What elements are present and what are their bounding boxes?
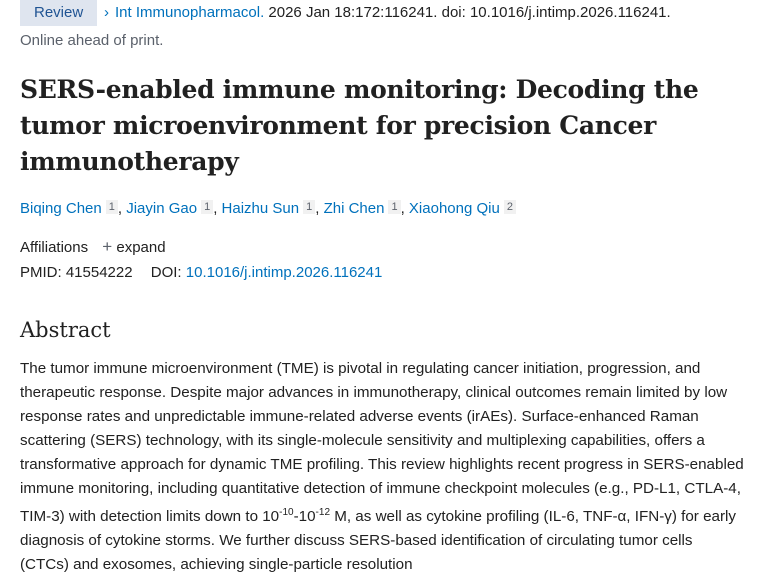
review-badge: Review [20, 0, 98, 26]
affiliations-toggle[interactable]: Affiliations + expand [20, 237, 166, 257]
exponent: -12 [315, 507, 330, 518]
abstract-heading: Abstract [20, 318, 111, 342]
affiliation-ref[interactable]: 1 [201, 200, 214, 214]
citation: › Int Immunopharmacol. 2026 Jan 18:172:11… [104, 4, 671, 21]
affiliation-ref[interactable]: 2 [503, 200, 516, 214]
expand-label[interactable]: expand [116, 239, 166, 256]
pmid-value: 41554222 [65, 264, 133, 281]
author-link[interactable]: Jiayin Gao [126, 200, 198, 217]
affiliations-label: Affiliations [20, 239, 89, 256]
author-link[interactable]: Zhi Chen [323, 200, 385, 217]
citation-details: 2026 Jan 18:172:116241. doi: 10.1016/j.i… [264, 4, 671, 21]
abstract-text: The tumor immune microenvironment (TME) … [20, 357, 744, 577]
author-link[interactable]: Biqing Chen [20, 200, 102, 217]
exponent: -10 [279, 507, 294, 518]
abstract-part: The tumor immune microenvironment (TME) … [20, 360, 744, 526]
chevron-right-icon: › [104, 4, 109, 21]
article-title: SERS-enabled immune monitoring: Decoding… [20, 75, 699, 176]
identifiers: PMID: 41554222 DOI: 10.1016/j.intimp.202… [20, 264, 382, 281]
plus-icon: + [102, 237, 113, 256]
abstract-part: -10 [293, 508, 316, 526]
author-list: Biqing Chen 1, Jiayin Gao 1, Haizhu Sun 1, … [20, 200, 516, 217]
pmid-label: PMID: [20, 264, 66, 281]
affiliation-ref[interactable]: 1 [105, 200, 118, 214]
abstract-part: M, as well as cytokine profiling (IL-6, … [20, 508, 736, 574]
journal-link[interactable]: Int Immunopharmacol. [115, 4, 265, 21]
doi-label: DOI: [150, 264, 186, 281]
publication-status: Online ahead of print. [20, 32, 164, 49]
author-link[interactable]: Haizhu Sun [221, 200, 300, 217]
affiliation-ref[interactable]: 1 [303, 200, 316, 214]
article-type-badge: Review [20, 0, 98, 26]
doi-link[interactable]: 10.1016/j.intimp.2026.116241 [185, 264, 383, 281]
affiliation-ref[interactable]: 1 [388, 200, 401, 214]
author-link[interactable]: Xiaohong Qiu [408, 200, 500, 217]
